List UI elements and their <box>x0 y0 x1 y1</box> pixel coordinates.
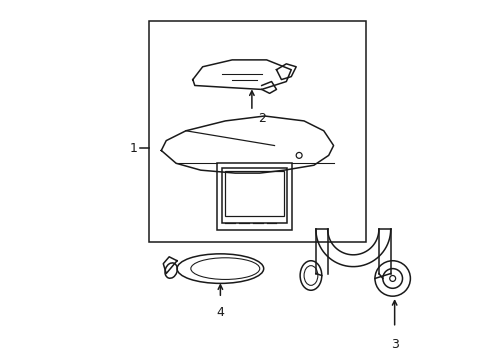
Text: 1: 1 <box>129 142 138 155</box>
Bar <box>225 171 284 216</box>
Text: 2: 2 <box>257 112 265 125</box>
Bar <box>222 168 287 223</box>
Bar <box>149 21 366 242</box>
Text: 3: 3 <box>390 338 398 351</box>
Bar <box>217 163 292 230</box>
Text: 4: 4 <box>216 306 224 319</box>
